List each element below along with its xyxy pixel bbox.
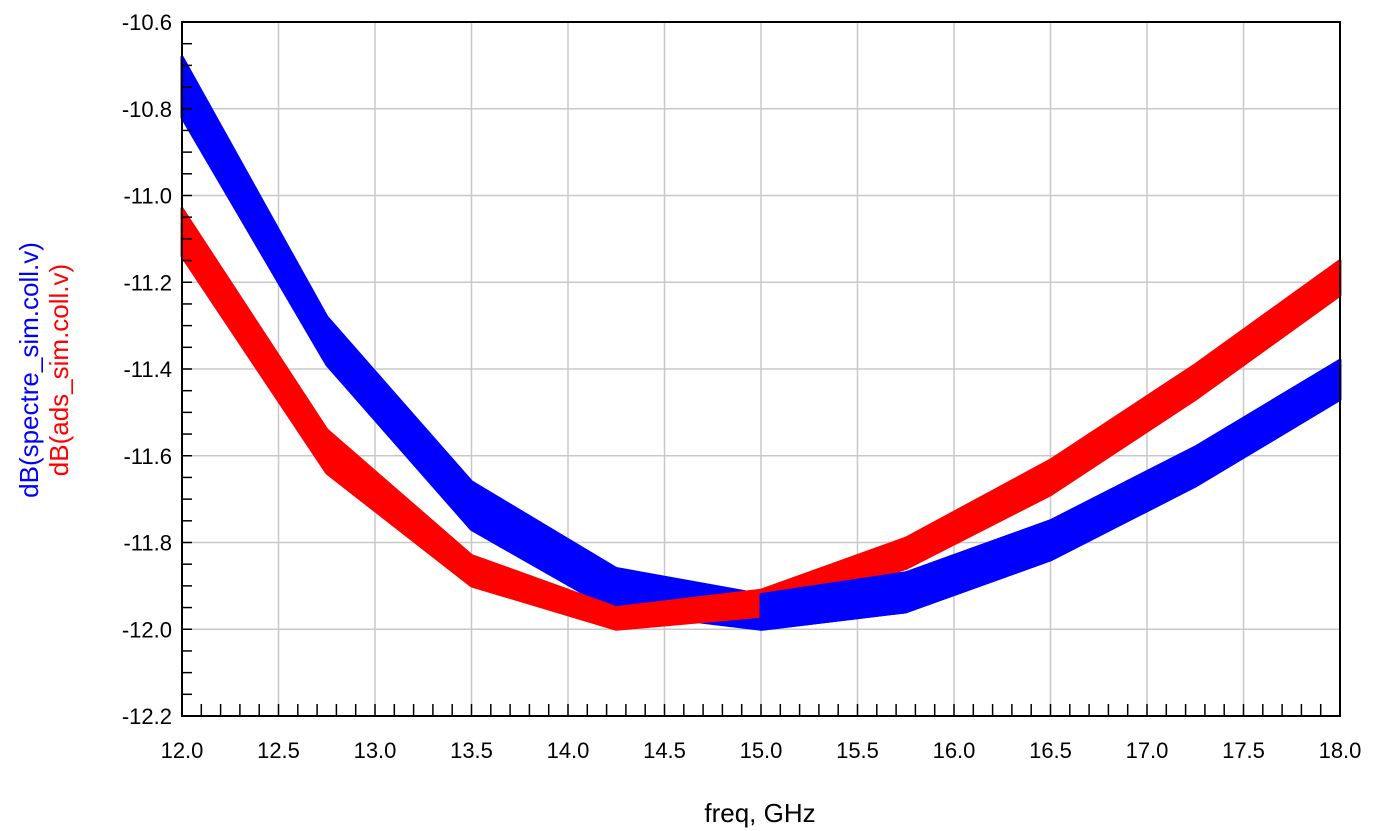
x-tick-label-11: 17.5 [1222,738,1265,763]
y-tick-label-8: -12.2 [122,704,172,729]
x-tick-label-10: 17.0 [1126,738,1169,763]
y-tick-label-4: -11.4 [123,357,172,382]
x-tick-label-12: 18.0 [1319,738,1362,763]
y-axis-title-ads: dB(ads_sim.coll.v) [44,264,74,476]
y-tick-label-3: -11.2 [123,270,172,295]
x-tick-label-4: 14.0 [547,738,590,763]
x-tick-label-3: 13.5 [450,738,493,763]
y-tick-labels: -10.6 -10.8 -11.0 -11.2 -11.4 -11.6 -11.8 -12.0… [122,10,172,729]
x-tick-label-9: 16.5 [1029,738,1072,763]
x-tick-label-7: 15.5 [836,738,879,763]
y-tick-label-7: -12.0 [122,617,172,642]
y-tick-label-1: -10.8 [122,97,172,122]
y-axis-title-spectre: dB(spectre_sim.coll.v) [14,242,44,498]
y-tick-label-6: -11.8 [123,531,172,556]
x-tick-labels: 12.0 12.5 13.0 13.5 14.0 14.5 15.0 15.5 16.0 16.5… [161,738,1362,763]
x-tick-label-0: 12.0 [161,738,204,763]
x-tick-label-5: 14.5 [643,738,686,763]
y-tick-label-2: -11.0 [123,184,172,209]
x-tick-label-6: 15.0 [740,738,783,763]
y-tick-label-0: -10.6 [122,10,172,35]
x-tick-label-8: 16.0 [933,738,976,763]
x-tick-label-2: 13.0 [354,738,397,763]
x-axis-title: freq, GHz [704,798,815,828]
y-tick-label-5: -11.6 [123,444,172,469]
minor-ticks [181,21,1341,717]
x-tick-label-1: 12.5 [257,738,300,763]
